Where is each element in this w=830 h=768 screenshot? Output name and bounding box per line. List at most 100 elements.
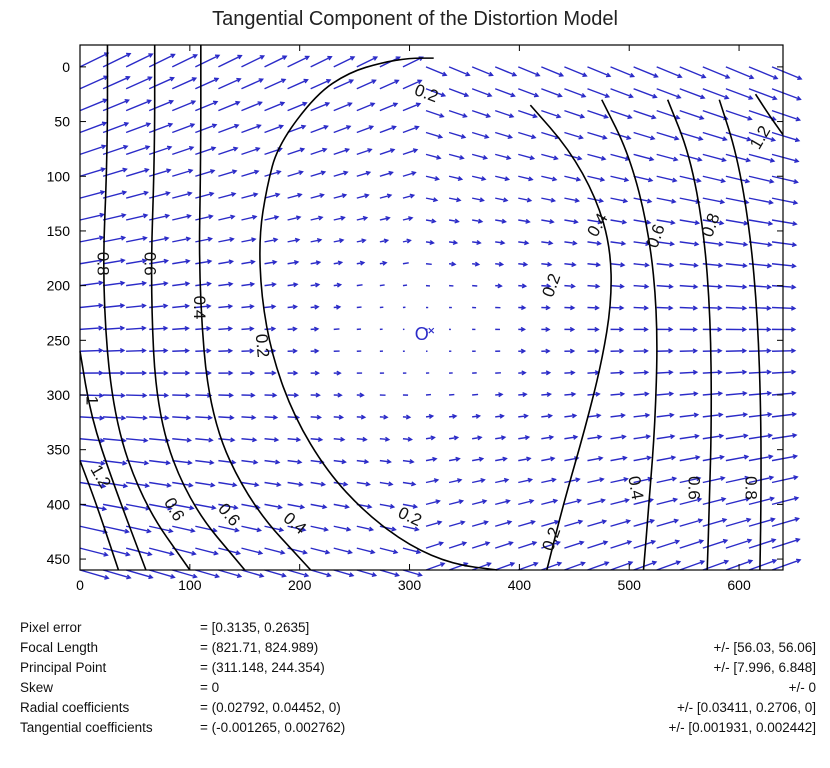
distortion-arrow-head xyxy=(98,370,104,376)
distortion-arrow-head xyxy=(231,459,237,465)
distortion-arrow xyxy=(241,101,262,112)
distortion-arrow-head xyxy=(336,370,342,376)
distortion-arrow xyxy=(725,497,750,506)
distortion-arrow-head xyxy=(340,436,346,442)
distortion-arrow-head xyxy=(227,303,234,309)
distortion-arrow xyxy=(310,481,325,486)
distortion-arrow xyxy=(656,66,682,78)
distortion-arrow xyxy=(587,284,599,288)
distortion-arrow-head xyxy=(695,476,702,482)
distortion-arrow-head xyxy=(228,281,234,287)
distortion-arrow-head xyxy=(770,136,777,142)
distortion-arrow xyxy=(402,459,414,463)
distortion-arrow-head xyxy=(98,235,105,241)
distortion-arrow-head xyxy=(362,436,368,442)
distortion-arrow-head xyxy=(169,551,175,556)
distortion-arrow-head xyxy=(767,220,774,226)
stat-row-radial-coefficients: Radial coefficients = (0.02792, 0.04452,… xyxy=(0,700,830,720)
distortion-arrow xyxy=(172,481,193,487)
distortion-arrow xyxy=(218,481,237,486)
distortion-arrow-head xyxy=(558,72,565,77)
distortion-arrow-head xyxy=(293,260,300,266)
principal-point-marker: O xyxy=(415,324,435,344)
distortion-arrow-head xyxy=(442,71,448,77)
distortion-arrow-head xyxy=(597,219,603,225)
contour-label: 0.2 xyxy=(538,271,564,300)
distortion-arrow-head xyxy=(256,124,262,129)
distortion-arrow-head xyxy=(185,415,192,421)
distortion-arrow xyxy=(172,525,195,532)
distortion-arrow-head xyxy=(229,237,235,242)
distortion-arrow-head xyxy=(546,283,552,289)
distortion-arrow-head xyxy=(228,259,235,265)
distortion-arrow xyxy=(126,259,147,265)
distortion-arrow xyxy=(402,79,422,90)
distortion-arrow xyxy=(195,282,211,287)
stat-value: = [0.3135, 0.2635] xyxy=(200,620,310,635)
distortion-arrow xyxy=(402,569,422,577)
distortion-arrow-head xyxy=(622,455,628,461)
distortion-arrow-head xyxy=(392,549,399,555)
distortion-arrow xyxy=(564,414,576,418)
distortion-arrow-head xyxy=(699,560,706,565)
distortion-arrow-head xyxy=(575,477,581,483)
distortion-arrow-head xyxy=(481,499,488,505)
distortion-arrow xyxy=(402,171,416,177)
distortion-arrow-head xyxy=(167,122,174,128)
distortion-arrow xyxy=(333,416,343,419)
distortion-arrow xyxy=(725,88,753,100)
distortion-arrow xyxy=(518,562,538,571)
distortion-arrow xyxy=(148,77,174,90)
y-tick-label: 350 xyxy=(47,442,71,458)
distortion-arrow xyxy=(656,540,679,549)
distortion-arrow xyxy=(264,459,280,464)
distortion-arrow xyxy=(656,392,673,396)
distortion-arrow-head xyxy=(551,477,557,483)
distortion-arrow-head xyxy=(170,53,176,59)
stat-value: = (311.148, 244.354) xyxy=(200,660,325,675)
distortion-arrow-head xyxy=(792,454,799,460)
distortion-arrow-head xyxy=(344,504,350,510)
stat-uncertainty: +/- [56.03, 56.06] xyxy=(713,640,816,655)
distortion-arrow-head xyxy=(234,123,240,129)
distortion-arrow-head xyxy=(295,437,302,443)
distortion-arrow-head xyxy=(550,197,557,203)
distortion-arrow xyxy=(379,126,396,134)
distortion-arrow-head xyxy=(227,326,234,332)
distortion-arrow-head xyxy=(619,283,625,289)
distortion-arrow xyxy=(126,327,146,331)
distortion-arrow-head xyxy=(579,113,586,119)
distortion-arrow xyxy=(79,99,107,112)
distortion-arrow-head xyxy=(146,528,152,534)
distortion-arrow-head xyxy=(532,113,538,119)
distortion-arrow xyxy=(633,306,648,309)
distortion-arrow xyxy=(310,102,330,112)
distortion-arrow-head xyxy=(693,284,699,290)
distortion-arrow xyxy=(125,168,149,177)
distortion-arrow-head xyxy=(359,260,366,266)
distortion-arrow-head xyxy=(721,157,727,163)
distortion-arrow-head xyxy=(301,526,307,532)
distortion-arrow-head xyxy=(210,169,216,174)
distortion-arrow-head xyxy=(556,561,563,567)
distortion-arrow-head xyxy=(141,348,147,354)
distortion-arrow-head xyxy=(141,258,148,264)
distortion-arrow xyxy=(564,520,583,527)
distortion-arrow-head xyxy=(671,476,678,482)
distortion-arrow-head xyxy=(386,459,392,465)
distortion-arrow-head xyxy=(794,158,800,164)
distortion-arrow-head xyxy=(164,236,170,242)
distortion-arrow-head xyxy=(214,573,221,579)
distortion-arrow-head xyxy=(766,326,772,333)
y-tick-label: 450 xyxy=(47,551,71,567)
distortion-arrow xyxy=(102,569,131,579)
distortion-arrow-head xyxy=(477,218,484,224)
distortion-arrow xyxy=(125,122,151,134)
distortion-arrow-head xyxy=(315,260,322,266)
distortion-arrow xyxy=(471,479,485,484)
distortion-arrow-head xyxy=(768,454,774,460)
contour-line-1-2 xyxy=(754,93,784,136)
distortion-arrow-head xyxy=(360,414,367,420)
distortion-arrow-head xyxy=(365,170,372,176)
distortion-arrow xyxy=(494,88,515,97)
